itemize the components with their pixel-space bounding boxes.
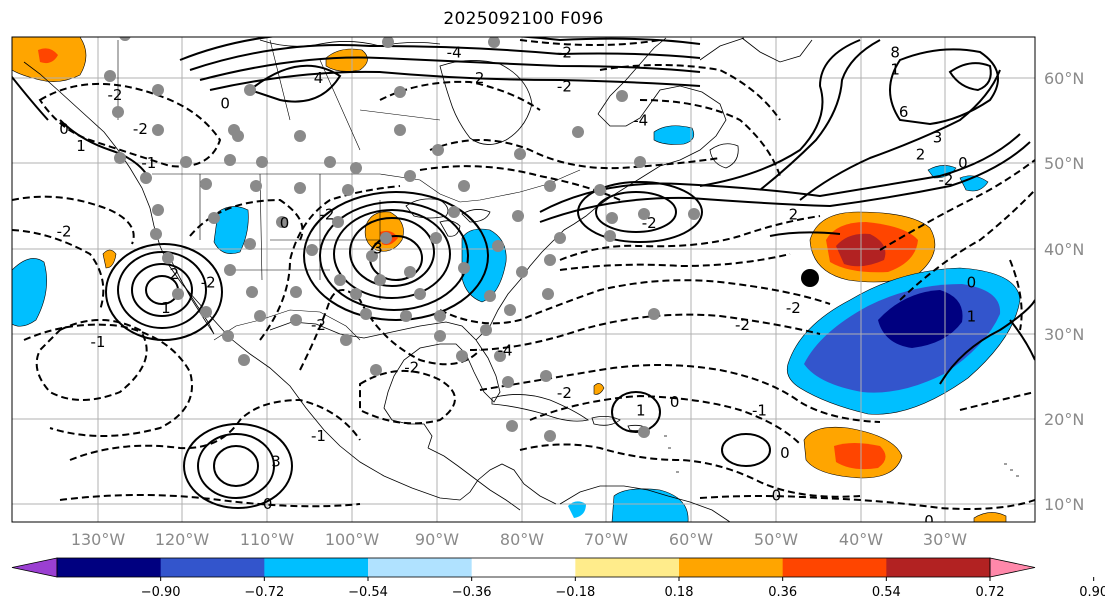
contour-label: 0 (220, 95, 230, 113)
contour-label: 2 (916, 146, 926, 164)
contour-label: -1 (752, 401, 767, 419)
colorbar-segment (782, 558, 887, 577)
borders (117, 39, 581, 341)
contour-label: -4 (498, 342, 513, 360)
contour-label: -2 (201, 273, 216, 291)
lon-tick: 110°W (240, 530, 295, 549)
contour-label: 0 (280, 214, 290, 232)
lat-tick: 20°N (1044, 410, 1084, 429)
map-frame (11, 36, 1036, 523)
contour-label: 0 (967, 273, 977, 291)
colorbar-label: 0.72 (976, 585, 1005, 600)
contour-label: 1 (76, 137, 86, 155)
longitude-axis: 130°W 120°W 110°W 100°W 90°W 80°W 70°W 6… (71, 530, 967, 549)
contour-label: 3 (373, 239, 383, 257)
lon-tick: 100°W (325, 530, 380, 549)
contour-label: 0 (59, 120, 69, 138)
contour-label: 1 (161, 299, 171, 317)
colorbar-segment (368, 558, 473, 577)
lat-tick: 10°N (1044, 495, 1084, 514)
contour-label: -2 (133, 120, 148, 138)
contour-label: 3 (271, 452, 281, 470)
contour-label: 0 (263, 495, 273, 513)
lat-tick: 50°N (1044, 154, 1084, 173)
colorbar-label: −0.18 (555, 585, 595, 600)
colorbar-label: 0.54 (872, 585, 901, 600)
contour-label: -2 (786, 299, 801, 317)
contour-label: -2 (557, 384, 572, 402)
contour-labels: -4 -24 20-2-201-1-2-4-203-2-22 -21-2-1-22-2… (57, 43, 977, 539)
contour-label: 4 (314, 69, 324, 87)
colorbar-label: 0.90 (1079, 585, 1105, 600)
colorbar-label: 0.18 (665, 585, 694, 600)
colorbar-label: −0.54 (348, 585, 388, 600)
contour-label: -2 (404, 359, 419, 377)
lat-tick: 30°N (1044, 325, 1084, 344)
contour-label: 0 (958, 154, 968, 172)
lat-tick: 60°N (1044, 69, 1084, 88)
contour-label: 0 (924, 512, 934, 530)
colorbar-segment (886, 558, 991, 577)
lon-tick: 60°W (669, 530, 713, 549)
lon-tick: 130°W (71, 530, 126, 549)
colorbar-segment (160, 558, 265, 577)
contour-label: -2 (319, 205, 334, 223)
contour-label: 0 (780, 444, 790, 462)
lon-tick: 120°W (155, 530, 210, 549)
lon-tick: 70°W (584, 530, 628, 549)
contour-label: -2 (557, 78, 572, 96)
colorbar-label: −0.72 (244, 585, 284, 600)
colorbar-segment (575, 558, 680, 577)
center-marker (801, 269, 819, 287)
colorbar-label: −0.90 (141, 585, 181, 600)
contour-label: 6 (899, 103, 909, 121)
contour-label: -4 (447, 43, 462, 61)
colorbar-extend-high (989, 557, 1036, 578)
contour-label: -1 (91, 333, 106, 351)
contour-label: 1 (636, 401, 646, 419)
contour-label: 0 (670, 393, 680, 411)
lon-tick: 90°W (415, 530, 459, 549)
map-title: 2025092100 F096 (443, 9, 604, 29)
contour-label: 1 (967, 308, 977, 326)
contours (12, 37, 1035, 510)
colorbar-segment (679, 558, 784, 577)
colorbar-outline (56, 557, 991, 578)
contour-label: -1 (311, 427, 326, 445)
contour-label: 1 (890, 60, 900, 78)
colorbar-label: −0.36 (452, 585, 492, 600)
station-dots (104, 37, 700, 442)
lon-tick: 50°W (754, 530, 798, 549)
lon-tick: 40°W (839, 530, 883, 549)
contour-label: 2 (170, 265, 180, 283)
contour-label: -2 (642, 214, 657, 232)
contour-label: -4 (633, 112, 648, 130)
map-panel: -4 -24 20-2-201-1-2-4-203-2-22 -21-2-1-22-2… (12, 37, 1035, 539)
latitude-axis: 60°N 50°N 40°N 30°N 20°N 10°N (1044, 69, 1084, 514)
contour-label: 3 (933, 129, 943, 147)
contour-label: 2 (789, 205, 799, 223)
colorbar: −0.90 −0.72 −0.54 −0.36 −0.18 0.18 0.36 0.54 0.7… (11, 557, 1105, 600)
contour-label: -2 (735, 316, 750, 334)
contour-label: -2 (939, 171, 954, 189)
contour-label: 0 (772, 486, 782, 504)
colorbar-segment (57, 558, 162, 577)
contour-label: 2 (475, 69, 485, 87)
contour-label: 0 (246, 521, 256, 539)
contour-label: -1 (141, 154, 156, 172)
contour-label: -2 (557, 43, 572, 61)
contour-label: -2 (107, 86, 122, 104)
lat-tick: 40°N (1044, 240, 1084, 259)
lon-tick: 30°W (923, 530, 967, 549)
colorbar-extend-low (11, 557, 58, 578)
contour-label: -2 (311, 316, 326, 334)
colorbar-segment (471, 558, 576, 577)
contour-label: -2 (57, 222, 72, 240)
colorbar-label: 0.36 (768, 585, 797, 600)
colorbar-segment (264, 558, 369, 577)
contour-label: 8 (890, 43, 900, 61)
lon-tick: 80°W (500, 530, 544, 549)
